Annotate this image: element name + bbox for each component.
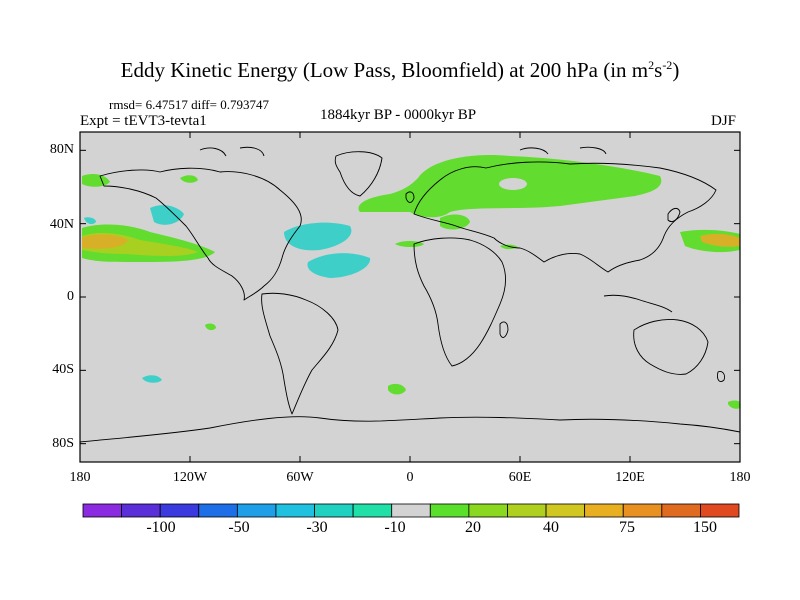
lon-label-60w: 60W xyxy=(286,470,314,485)
antarctica-coast xyxy=(79,416,741,443)
lat-label-0: 0 xyxy=(67,289,74,304)
lon-label-0: 0 xyxy=(406,470,414,485)
colorbar-swatch xyxy=(236,503,277,518)
madagascar-coast xyxy=(499,321,509,338)
lat-label-80s: 80S xyxy=(52,436,74,451)
central-asia-hole xyxy=(499,178,527,190)
colorbar-swatch xyxy=(429,503,470,518)
rmsd-diff-stats: rmsd= 6.47517 diff= 0.793747 xyxy=(109,97,269,112)
north-pacific-max-anomaly xyxy=(82,234,128,249)
lon-label-120e: 120E xyxy=(615,470,645,485)
colorbar-label: 150 xyxy=(693,519,717,536)
lon-label-180-east: 180 xyxy=(729,470,751,485)
season-label: DJF xyxy=(711,113,737,129)
plot-title: Eddy Kinetic Energy (Low Pass, Bloomfiel… xyxy=(120,58,680,82)
mediterranean-positive-anomaly xyxy=(440,214,470,230)
colorbar-label: -10 xyxy=(384,519,406,536)
colorbar-swatch xyxy=(275,503,315,518)
indonesia-coast xyxy=(603,294,673,313)
colorbar-label: -30 xyxy=(306,519,328,536)
colorbar-swatch xyxy=(391,503,431,518)
africa-coast xyxy=(413,237,507,367)
colorbar-swatch xyxy=(159,503,200,518)
colorbar-label: 75 xyxy=(619,519,635,536)
north-america-coast xyxy=(99,167,302,301)
south-america-coast xyxy=(261,292,339,415)
south-indian-positive xyxy=(728,400,740,409)
colorbar-swatch xyxy=(82,503,122,518)
west-pacific-strong-anomaly xyxy=(700,233,740,247)
japan-coast xyxy=(667,207,681,223)
south-pacific-negative xyxy=(142,375,162,383)
south-atlantic-positive xyxy=(388,383,406,395)
coastlines xyxy=(79,146,741,443)
colorbar-swatch xyxy=(545,503,586,518)
colorbar-swatch xyxy=(584,503,624,518)
atlantic-negative-anomaly-north xyxy=(284,222,352,251)
lat-label-40s: 40S xyxy=(52,362,74,377)
experiment-label: Expt = tEVT3-tevta1 xyxy=(80,113,207,129)
colorbar xyxy=(82,503,740,518)
colorbar-swatch xyxy=(507,503,547,518)
colorbar-label: 40 xyxy=(543,519,559,536)
canada-positive-anomaly xyxy=(180,175,198,183)
colorbar-swatch xyxy=(198,503,238,518)
arctic-islands-coast xyxy=(199,146,607,157)
tropical-positive xyxy=(205,323,216,331)
colorbar-swatch xyxy=(700,503,740,518)
lon-label-120w: 120W xyxy=(172,470,208,485)
colorbar-swatch xyxy=(314,503,354,518)
anomaly-shading xyxy=(82,154,740,409)
lat-label-80n: 80N xyxy=(49,142,74,157)
new-zealand-coast xyxy=(717,371,725,383)
pacific-negative-anomaly xyxy=(150,205,184,225)
lat-label-40n: 40N xyxy=(49,217,74,232)
colorbar-swatch xyxy=(352,503,393,518)
colorbar-label: 20 xyxy=(465,519,481,536)
axis-ticks xyxy=(79,132,741,462)
africa-positive-anomaly xyxy=(395,241,424,247)
period-label: 1884kyr BP - 0000kyr BP xyxy=(320,107,477,123)
colorbar-label: -50 xyxy=(228,519,250,536)
colorbar-swatch xyxy=(661,503,701,518)
lon-label-180-west: 180 xyxy=(69,470,91,485)
eurasia-coast xyxy=(413,161,717,273)
colorbar-swatch xyxy=(121,503,161,518)
colorbar-swatch xyxy=(622,503,663,518)
lon-label-60e: 60E xyxy=(508,470,532,485)
east-pacific-negative xyxy=(84,217,96,225)
british-isles-coast xyxy=(405,191,415,203)
australia-coast xyxy=(633,319,709,375)
atlantic-negative-anomaly-south xyxy=(307,253,371,278)
greenland-coast xyxy=(334,151,383,197)
colorbar-label: -100 xyxy=(146,519,176,536)
colorbar-swatch xyxy=(468,503,508,518)
